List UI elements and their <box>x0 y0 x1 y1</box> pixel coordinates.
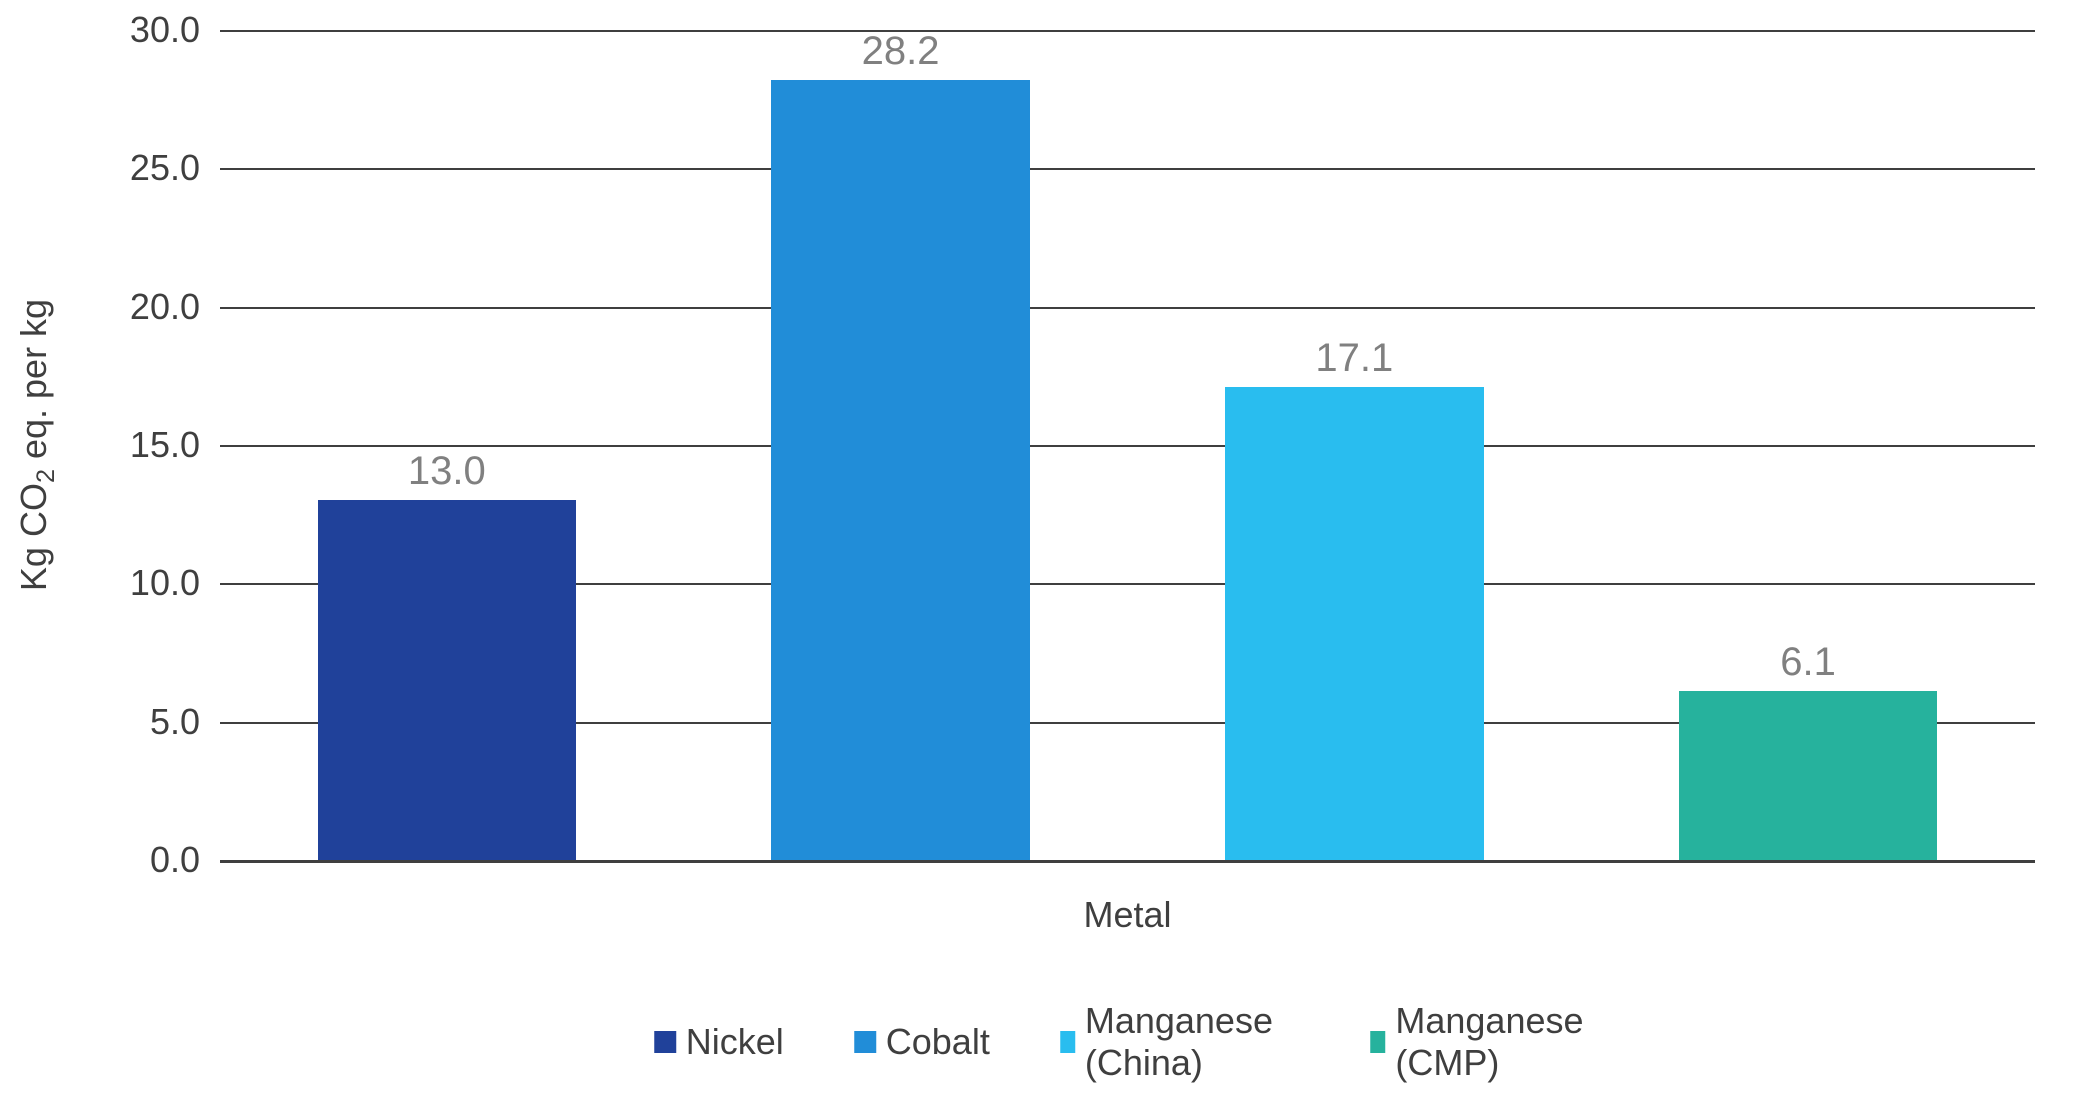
legend-swatch <box>1060 1031 1075 1053</box>
bar: 17.1 <box>1225 387 1484 860</box>
bar: 28.2 <box>771 80 1030 860</box>
legend-label: Nickel <box>686 1021 784 1063</box>
legend-item: Cobalt <box>854 1021 990 1063</box>
gridline <box>220 860 2035 863</box>
gridline <box>220 445 2035 447</box>
bar-value-label: 17.1 <box>1315 336 1393 387</box>
bar: 6.1 <box>1679 691 1938 860</box>
ytick-label: 10.0 <box>130 562 220 604</box>
legend-swatch <box>854 1031 876 1053</box>
plot-area: 0.05.010.015.020.025.030.013.028.217.16.… <box>220 30 2035 860</box>
bar-value-label: 28.2 <box>862 29 940 80</box>
gridline <box>220 168 2035 170</box>
legend-swatch <box>654 1031 676 1053</box>
ytick-label: 5.0 <box>150 701 220 743</box>
ytick-label: 0.0 <box>150 839 220 881</box>
legend-label: Cobalt <box>886 1021 990 1063</box>
legend-item: Manganese (CMP) <box>1370 1000 1601 1084</box>
co2-bar-chart: 0.0 5.0 10.0 15.0 20.0 25.0 30.0 13.0 28.2 17.1 6.… <box>0 0 2075 1100</box>
bar-value-label: 13.0 <box>408 449 486 500</box>
ytick-label: 20.0 <box>130 286 220 328</box>
legend: Nickel Cobalt Manganese (China) Manganese (… <box>654 1000 1602 1084</box>
ytick-label: 15.0 <box>130 424 220 466</box>
legend-item: Manganese (China) <box>1060 1000 1301 1084</box>
ytick-label: 30.0 <box>130 9 220 51</box>
bar: 13.0 <box>318 500 577 860</box>
ytick-label: 25.0 <box>130 147 220 189</box>
gridline <box>220 307 2035 309</box>
gridline <box>220 30 2035 32</box>
legend-swatch <box>1370 1031 1385 1053</box>
y-axis-title: Kg CO2 eq. per kg <box>13 299 55 591</box>
legend-label: Manganese (China) <box>1085 1000 1301 1084</box>
x-axis-title: Metal <box>1083 894 1171 936</box>
bar-value-label: 6.1 <box>1780 640 1836 691</box>
legend-item: Nickel <box>654 1021 784 1063</box>
legend-label: Manganese (CMP) <box>1395 1000 1601 1084</box>
